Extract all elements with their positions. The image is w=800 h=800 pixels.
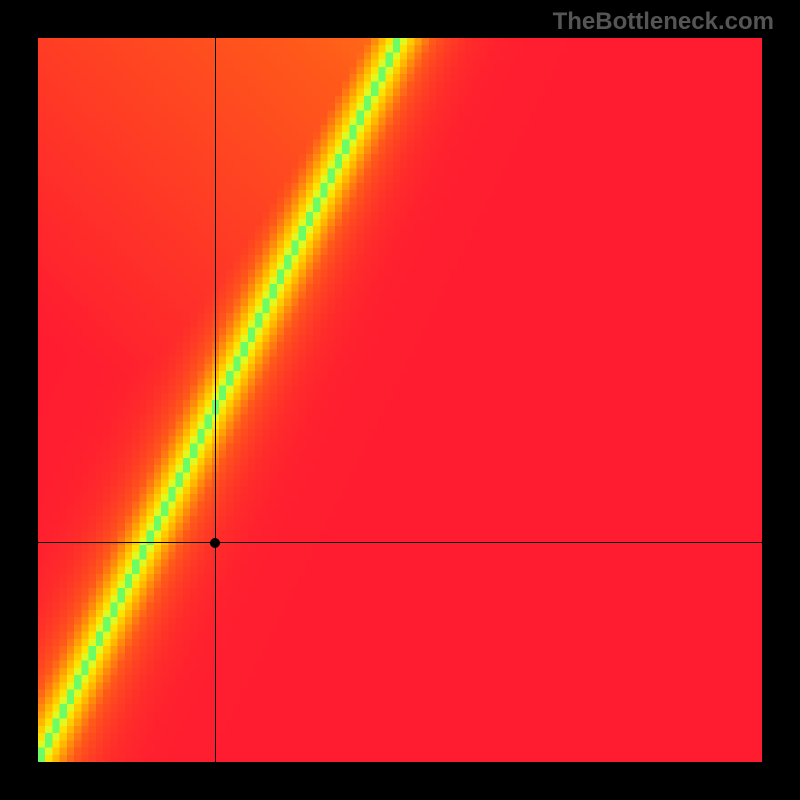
bottleneck-heatmap: [38, 38, 762, 762]
chart-container: TheBottleneck.com: [0, 0, 800, 800]
crosshair-vertical: [215, 38, 216, 762]
selection-marker: [210, 538, 220, 548]
crosshair-horizontal: [38, 542, 762, 543]
watermark-text: TheBottleneck.com: [553, 8, 774, 36]
